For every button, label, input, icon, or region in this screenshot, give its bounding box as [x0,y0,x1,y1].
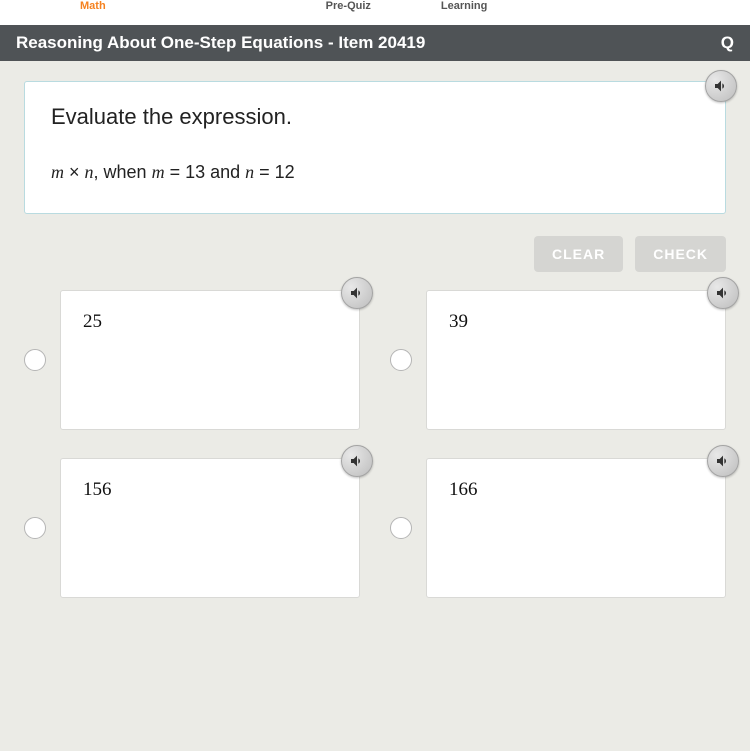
question-expression: m × n, when m = 13 and n = 12 [51,162,699,183]
title-right: Q [721,33,734,53]
top-nav: Math Pre-Quiz Learning [0,0,750,25]
choice-b-value: 39 [449,311,468,332]
choice-d: 166 [390,458,726,598]
choice-card-b[interactable]: 39 [426,290,726,430]
choice-card-d[interactable]: 166 [426,458,726,598]
radio-c[interactable] [24,517,46,539]
title-text: Reasoning About One-Step Equations - Ite… [16,33,425,53]
question-instruction: Evaluate the expression. [51,104,699,130]
nav-learning[interactable]: Learning [441,0,487,13]
audio-icon[interactable] [707,277,739,309]
choice-c-value: 156 [83,479,112,500]
choice-a-value: 25 [83,311,102,332]
radio-a[interactable] [24,349,46,371]
var-n: n [85,162,94,182]
choice-card-a[interactable]: 25 [60,290,360,430]
radio-d[interactable] [390,517,412,539]
action-row: CLEAR CHECK [24,236,726,272]
audio-icon[interactable] [341,445,373,477]
var-m: m [51,162,64,182]
choice-a: 25 [24,290,360,430]
choice-card-c[interactable]: 156 [60,458,360,598]
check-button[interactable]: CHECK [635,236,726,272]
nav-prequiz[interactable]: Pre-Quiz [326,0,371,13]
choice-c: 156 [24,458,360,598]
radio-b[interactable] [390,349,412,371]
choices-grid: 25 39 156 [24,290,726,598]
content-area: Evaluate the expression. m × n, when m =… [0,61,750,751]
choice-b: 39 [390,290,726,430]
question-box: Evaluate the expression. m × n, when m =… [24,81,726,214]
audio-icon[interactable] [707,445,739,477]
title-bar: Reasoning About One-Step Equations - Ite… [0,25,750,61]
audio-icon[interactable] [705,70,737,102]
choice-d-value: 166 [449,479,478,500]
clear-button[interactable]: CLEAR [534,236,623,272]
audio-icon[interactable] [341,277,373,309]
logo-subtext: Math [80,0,106,12]
